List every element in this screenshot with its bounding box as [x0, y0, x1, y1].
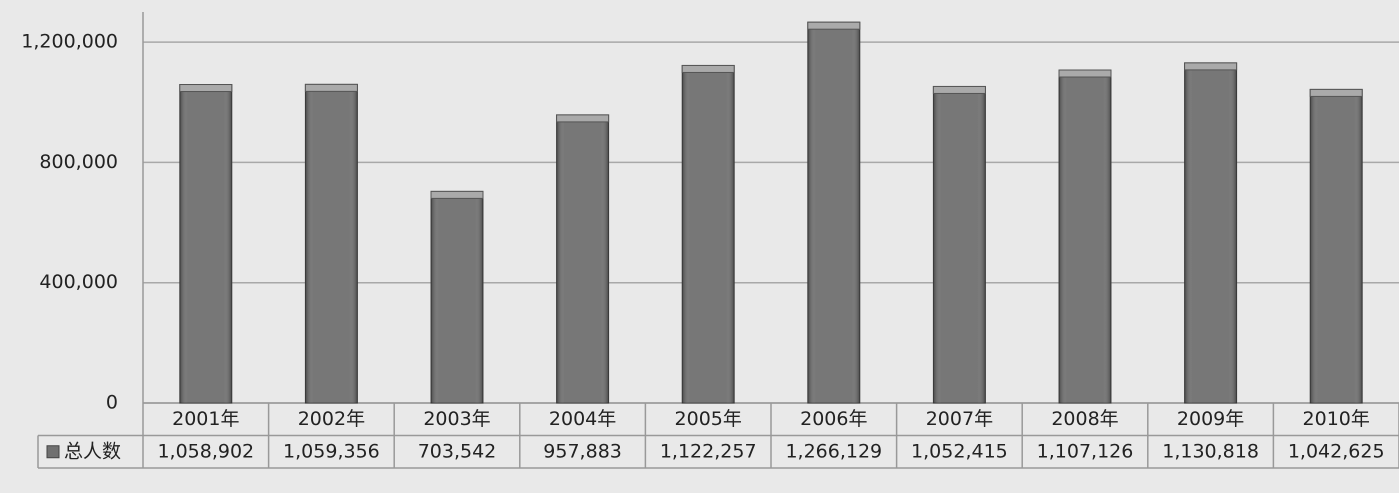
- bar-shade: [1184, 62, 1237, 404]
- bar-shade: [179, 84, 232, 403]
- bar-bevel: [1309, 88, 1363, 97]
- x-tick-label: 2005年: [675, 408, 742, 430]
- bar-shade: [556, 114, 609, 404]
- table-value: 1,107,126: [1037, 440, 1134, 462]
- bar-bevel: [179, 84, 233, 93]
- bar-bevel: [807, 21, 861, 30]
- table-value: 1,042,625: [1288, 440, 1385, 462]
- bar-bevel: [1058, 69, 1112, 78]
- x-tick-label: 2006年: [800, 408, 867, 430]
- bar-shade: [431, 191, 483, 403]
- x-tick-label: 2008年: [1051, 408, 1118, 430]
- table-value: 1,059,356: [283, 440, 380, 462]
- legend-swatch: [46, 445, 60, 459]
- table-value: 703,542: [418, 440, 497, 462]
- bar-shade: [305, 84, 358, 404]
- legend-label: 总人数: [64, 440, 121, 462]
- bar-shade: [1059, 70, 1111, 404]
- bar-bevel: [932, 85, 986, 94]
- y-tick-label: 400,000: [39, 271, 118, 293]
- table-value: 957,883: [543, 440, 622, 462]
- x-tick-label: 2004年: [549, 408, 616, 430]
- bar-bevel: [304, 83, 358, 92]
- bar-shade: [682, 65, 735, 403]
- x-tick-label: 2003年: [423, 408, 490, 430]
- bar-shade: [1310, 89, 1363, 403]
- y-tick-label: 800,000: [39, 151, 118, 173]
- x-tick-label: 2002年: [298, 408, 365, 430]
- bar-shade: [807, 22, 860, 404]
- y-tick-label: 1,200,000: [21, 31, 118, 53]
- bar-bevel: [1184, 62, 1238, 71]
- bar-shade: [933, 86, 986, 404]
- bar-bevel: [681, 64, 735, 73]
- bar-bevel: [556, 114, 610, 123]
- x-tick-label: 2001年: [172, 408, 239, 430]
- x-tick-label: 2009年: [1177, 408, 1244, 430]
- table-value: 1,052,415: [911, 440, 1008, 462]
- table-value: 1,130,818: [1162, 440, 1259, 462]
- x-tick-label: 2007年: [926, 408, 993, 430]
- x-tick-label: 2010年: [1303, 408, 1370, 430]
- y-tick-label: 0: [106, 392, 118, 414]
- table-value: 1,058,902: [157, 440, 254, 462]
- bar-bevel: [430, 190, 484, 199]
- table-value: 1,122,257: [660, 440, 757, 462]
- table-value: 1,266,129: [785, 440, 882, 462]
